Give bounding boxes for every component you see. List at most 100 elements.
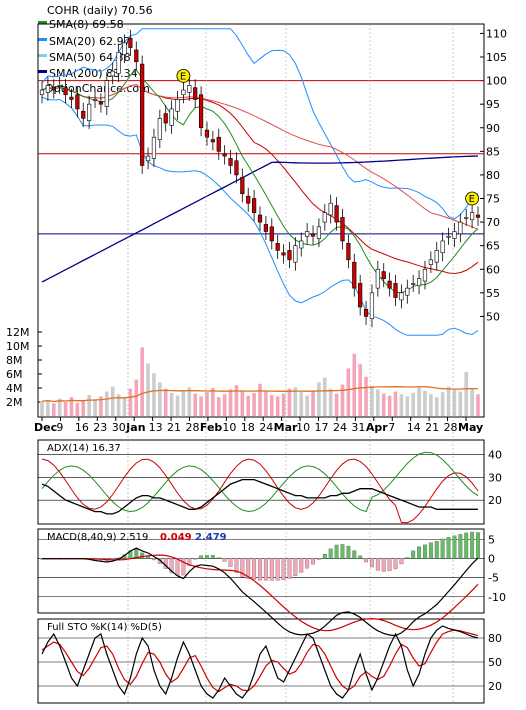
macd-histogram-bar (293, 558, 298, 576)
macd-histogram-bar (234, 558, 239, 573)
macd-histogram-bar (181, 558, 186, 576)
macd-histogram-bar (446, 537, 451, 559)
volume-bar (222, 394, 227, 416)
adx-y-tick-label: 30 (488, 471, 502, 484)
legend-swatch-sma20 (38, 38, 47, 41)
macd-histogram-bar (169, 558, 174, 574)
macd-histogram-bar (193, 558, 198, 560)
macd-histogram-bar (210, 555, 215, 559)
candle-body (157, 118, 162, 140)
volume-bar (370, 385, 374, 416)
volume-bar (146, 363, 150, 416)
macd-histogram-bar (240, 558, 245, 578)
candle-body (281, 252, 286, 256)
macd-histogram-bar (393, 558, 398, 570)
di-plus-line (41, 451, 479, 513)
candle-body (104, 80, 109, 107)
legend-sma20: SMA(20) 62.97 (49, 35, 131, 48)
macd-histogram-bar (399, 558, 404, 565)
macd-histogram-bar (275, 558, 280, 581)
macd-histogram-bar (405, 557, 410, 559)
x-tick-label: May (458, 421, 483, 434)
macd-y-tick-label: 0 (488, 553, 495, 566)
price-y-tick-label: 55 (486, 287, 500, 300)
volume-bar (323, 377, 327, 416)
volume-bar (264, 391, 268, 416)
candle-body (151, 136, 157, 159)
adx-label: ADX(14) 16.37 (47, 443, 121, 454)
macd-histogram-bar (369, 558, 374, 568)
candle-body (375, 268, 380, 289)
volume-bar (228, 389, 233, 416)
candle-body (358, 283, 363, 308)
volume-bar (234, 385, 239, 416)
candle-body (128, 37, 133, 48)
volume-bar (152, 373, 156, 416)
volume-bar (110, 386, 115, 416)
volume-bar (470, 388, 474, 416)
volume-bar (187, 387, 192, 416)
candle-body (263, 224, 268, 232)
volume-bar (293, 387, 298, 416)
volume-bar (181, 390, 186, 416)
volume-bar (411, 392, 415, 416)
x-tick-label: 21 (167, 421, 181, 434)
volume-bar (364, 376, 368, 416)
volume-bar (434, 397, 439, 416)
legend-sma200: SMA(200) 83.34 (49, 67, 138, 80)
legend-swatch-sma50 (38, 54, 47, 57)
x-tick-label: Apr (366, 421, 388, 434)
stochastic-plot: 80 50 20 (38, 625, 502, 699)
volume-bar (464, 371, 469, 416)
volume-bar (299, 392, 304, 416)
earnings-marker (465, 191, 480, 206)
volume-y-tick-label: 6M (6, 368, 23, 381)
candle-body (228, 158, 233, 166)
volume-bar (287, 388, 292, 416)
candle-body (275, 243, 280, 251)
macd-histogram-bar (364, 558, 369, 563)
macd-histogram-bar (199, 555, 204, 559)
volume-average-line (41, 386, 478, 403)
volume-bar (93, 399, 97, 416)
volume-bar (405, 396, 410, 416)
sma20-line (41, 83, 479, 275)
candle-body (405, 287, 410, 296)
x-tick-label: 28 (444, 421, 458, 434)
price-plot: 110 105 100 95 90 85 80 75 70 65 60 55 50 E E (38, 27, 507, 336)
price-y-tick-label: 90 (486, 122, 500, 135)
x-tick-label: 13 (149, 421, 163, 434)
macd-histogram-bar (222, 558, 227, 562)
macd-histogram-bar (476, 532, 480, 559)
sto-d-line (41, 629, 479, 693)
volume-bar (99, 396, 103, 416)
sto-panel-frame (37, 618, 485, 704)
x-tick-label: 10 (222, 421, 236, 434)
candle-body (440, 240, 445, 254)
x-tick-label: 18 (241, 421, 255, 434)
candle-body (434, 250, 439, 263)
candle-body (81, 110, 86, 119)
candle-body (269, 226, 274, 242)
x-tick-label: 9 (56, 421, 63, 434)
volume-bar (275, 396, 280, 416)
chart-title: COHR (daily) 70.56 (47, 4, 153, 17)
macd-histogram-bar (228, 558, 233, 567)
candle-body (252, 198, 257, 213)
candle-body (381, 271, 386, 279)
volume-bar (240, 390, 245, 416)
macd-histogram-bar (311, 558, 315, 565)
volume-bar (122, 397, 127, 416)
candle-body (316, 226, 322, 239)
x-tick-label: Dec (34, 421, 57, 434)
macd-histogram-bar (216, 557, 221, 559)
candle-body (51, 87, 56, 91)
candle-body (45, 85, 50, 93)
candle-body (346, 243, 351, 261)
candle-body (63, 87, 68, 96)
macd-histogram-bar (328, 548, 333, 559)
candle-body (340, 217, 345, 242)
candle-body (122, 42, 127, 55)
macd-histogram-bar (246, 558, 251, 579)
macd-histogram-bar (428, 542, 433, 559)
